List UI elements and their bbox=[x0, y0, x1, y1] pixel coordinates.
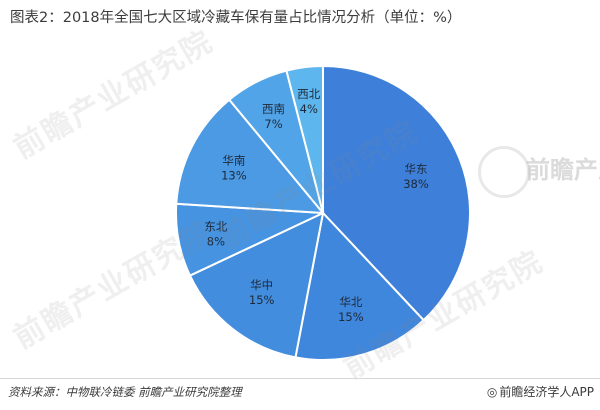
slice-value-4: 8% bbox=[207, 234, 225, 248]
pie-slices bbox=[175, 64, 472, 361]
slice-label-6: 西南 bbox=[262, 102, 285, 116]
slice-value-1: 38% bbox=[403, 177, 429, 191]
slice-label-1: 华东 bbox=[405, 162, 428, 176]
slice-label-7: 西北 bbox=[297, 87, 320, 101]
pie-slice-2 bbox=[294, 210, 426, 361]
slice-label-2: 华北 bbox=[339, 295, 362, 309]
slice-label-5: 华南 bbox=[222, 154, 245, 168]
brand-name: 前瞻经济学人APP bbox=[499, 385, 594, 399]
pie-slice-3 bbox=[188, 211, 325, 359]
slice-value-6: 7% bbox=[264, 117, 282, 131]
pie-slice-1 bbox=[322, 64, 472, 322]
slice-label-3: 华中 bbox=[250, 278, 273, 292]
pie-slice-7 bbox=[285, 64, 324, 214]
slice-label-4: 东北 bbox=[204, 219, 227, 233]
brand-logo-icon: ◎ bbox=[486, 385, 498, 399]
slice-value-7: 4% bbox=[300, 102, 318, 116]
slice-value-5: 13% bbox=[221, 169, 247, 183]
chart-title: 图表2：2018年全国七大区域冷藏车保有量占比情况分析（单位：%） bbox=[10, 10, 462, 26]
footer-divider bbox=[0, 378, 600, 379]
slice-value-2: 15% bbox=[338, 310, 364, 324]
pie-slice-5 bbox=[175, 98, 326, 215]
brand-footer: ◎ 前瞻经济学人APP bbox=[487, 383, 594, 400]
slice-value-3: 15% bbox=[249, 293, 275, 307]
source-note: 资料来源：中物联冷链委 前瞻产业研究院整理 bbox=[8, 385, 242, 399]
